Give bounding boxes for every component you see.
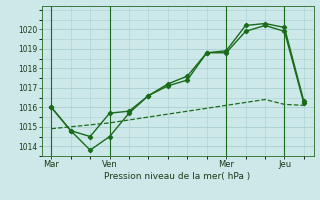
X-axis label: Pression niveau de la mer( hPa ): Pression niveau de la mer( hPa ): [104, 172, 251, 181]
